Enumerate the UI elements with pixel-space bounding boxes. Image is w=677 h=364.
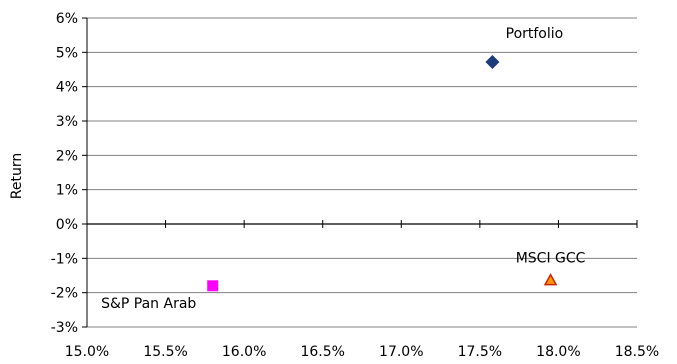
point-labels: Portfolio MSCI GCC S&P Pan Arab xyxy=(101,26,586,312)
x-tick-label: 17.5% xyxy=(458,344,502,360)
x-tick-label: 18.0% xyxy=(536,344,580,360)
y-tick-label: 6% xyxy=(56,11,78,27)
point-label: S&P Pan Arab xyxy=(101,296,196,312)
axes xyxy=(82,17,638,328)
y-tick-label: 1% xyxy=(56,183,78,199)
point-label: MSCI GCC xyxy=(516,251,586,267)
y-tick-label: -3% xyxy=(51,320,78,336)
gridlines xyxy=(87,17,637,328)
x-tick-label: 18.5% xyxy=(615,344,659,360)
data-point xyxy=(485,54,500,69)
point-label: Portfolio xyxy=(506,26,564,42)
y-tick-label: 2% xyxy=(56,148,78,164)
x-tick-label: 16.0% xyxy=(222,344,266,360)
y-tick-label: -2% xyxy=(51,286,78,302)
data-points xyxy=(207,54,558,292)
x-tick-labels: 15.0% 15.5% 16.0% 16.5% 17.0% 17.5% 18.0% 18.5% xyxy=(65,344,659,360)
y-tick-labels: 6% 5% 4% 3% 2% 1% 0% -1% -2% -3% xyxy=(51,11,78,336)
x-tick-label: 17.0% xyxy=(379,344,423,360)
x-tick-label: 16.5% xyxy=(300,344,344,360)
data-point xyxy=(207,280,219,292)
x-tick-label: 15.5% xyxy=(143,344,187,360)
y-tick-label: 0% xyxy=(56,217,78,233)
y-axis-title: Return xyxy=(9,153,25,199)
x-tick-label: 15.0% xyxy=(65,344,109,360)
data-point xyxy=(543,273,558,286)
y-tick-label: 5% xyxy=(56,45,78,61)
y-tick-label: -1% xyxy=(51,251,78,267)
y-tick-label: 3% xyxy=(56,114,78,130)
y-tick-label: 4% xyxy=(56,80,78,96)
